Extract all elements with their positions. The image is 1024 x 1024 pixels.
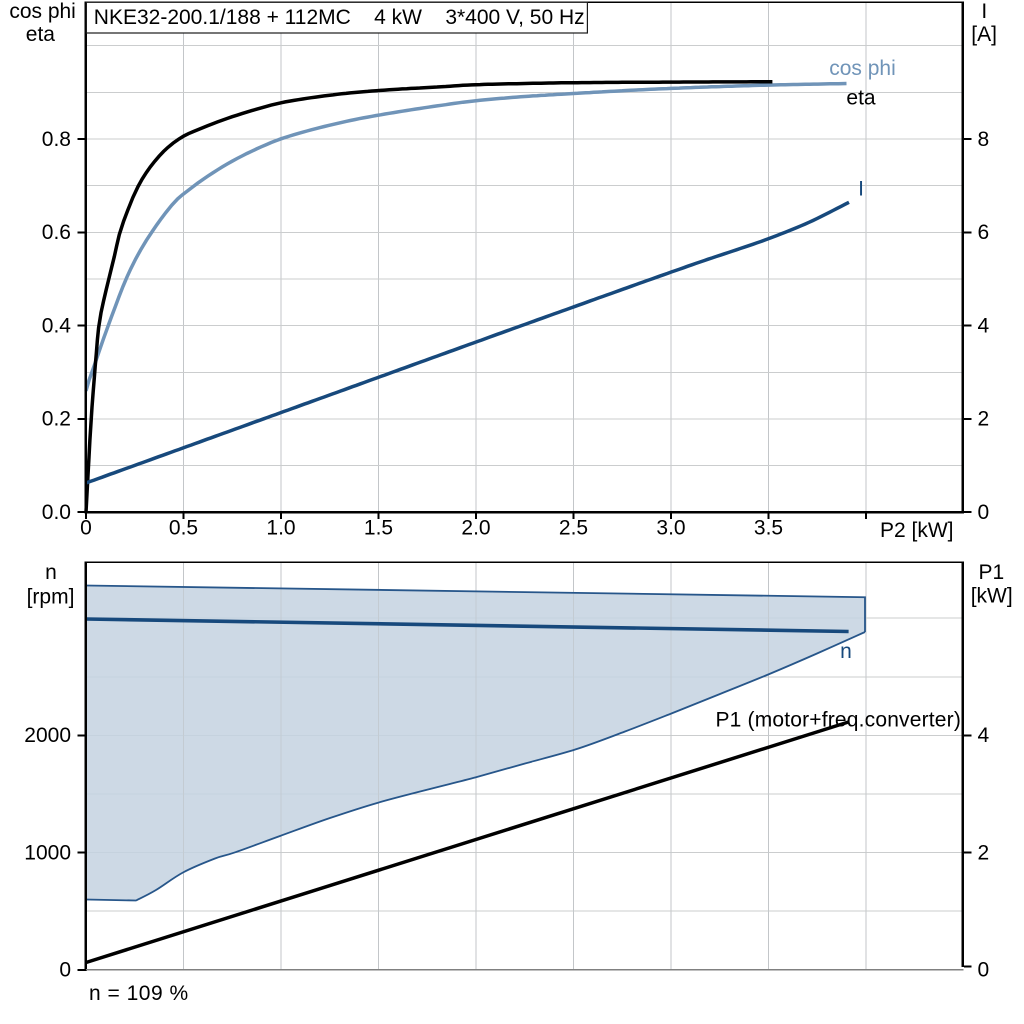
svg-text:0.8: 0.8 [42,128,71,151]
svg-text:6: 6 [978,221,990,244]
svg-text:P1: P1 [979,561,1005,584]
svg-text:[kW]: [kW] [971,585,1013,608]
svg-text:P2 [kW]: P2 [kW] [880,519,954,542]
svg-text:4: 4 [978,724,990,747]
svg-text:0.2: 0.2 [42,408,71,431]
svg-text:I: I [981,0,987,23]
svg-text:1.5: 1.5 [364,517,393,540]
svg-text:eta: eta [846,87,876,110]
svg-text:n: n [840,640,852,663]
svg-text:0.0: 0.0 [42,501,71,524]
svg-text:0: 0 [978,959,990,982]
svg-text:1000: 1000 [24,841,71,864]
svg-text:[rpm]: [rpm] [27,586,75,609]
svg-text:0: 0 [59,959,71,982]
svg-text:3.5: 3.5 [754,517,783,540]
svg-text:n = 109 %: n = 109 % [89,982,189,1005]
svg-text:2000: 2000 [24,724,71,747]
svg-text:2.0: 2.0 [461,517,490,540]
svg-text:cos phi: cos phi [829,57,896,80]
svg-text:4: 4 [978,314,990,337]
svg-text:2.5: 2.5 [559,517,588,540]
svg-text:0.4: 0.4 [42,314,72,337]
svg-text:[A]: [A] [971,23,997,46]
svg-text:2: 2 [978,408,990,431]
svg-text:0: 0 [80,517,92,540]
svg-text:eta: eta [26,23,56,46]
svg-text:2: 2 [978,841,990,864]
svg-text:cos phi: cos phi [9,0,76,23]
svg-text:1.0: 1.0 [266,517,295,540]
svg-text:0: 0 [978,501,990,524]
svg-text:8: 8 [978,128,990,151]
svg-text:P1 (motor+freq.converter): P1 (motor+freq.converter) [715,709,961,732]
svg-text:n: n [45,561,57,584]
svg-text:I: I [858,178,864,201]
svg-text:0.5: 0.5 [169,517,198,540]
svg-text:0.6: 0.6 [42,221,71,244]
svg-text:NKE32-200.1/188 + 112MC 4 k: NKE32-200.1/188 + 112MC 4 kW 3*400 V, 50… [94,6,585,29]
svg-text:3.0: 3.0 [656,517,685,540]
